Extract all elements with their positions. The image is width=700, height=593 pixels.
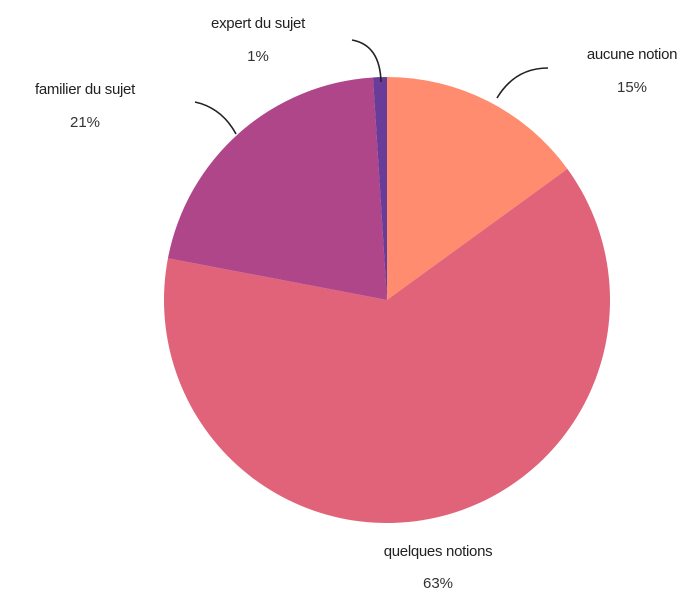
pie-slice-expert-du-sujet (372, 77, 387, 300)
leader-line-aucune-notion (496, 67, 549, 99)
pie-slice-quelques-notions (164, 168, 610, 523)
slice-value-label-0: 15% (617, 79, 647, 96)
slice-value-label-1: 63% (423, 575, 453, 592)
slice-value-label-3: 1% (247, 48, 269, 65)
slice-value-label-2: 21% (70, 114, 100, 131)
slice-label-2: familier du sujet (35, 81, 136, 98)
slice-labels: aucune notion 15% quelques notions 63% f… (35, 15, 677, 592)
slice-label-3: expert du sujet (211, 15, 306, 32)
leader-line-expert-du-sujet (351, 39, 382, 83)
pie-slice-aucune-notion (387, 77, 568, 300)
slice-label-0: aucune notion (587, 46, 677, 63)
slice-label-1: quelques notions (384, 543, 493, 560)
leader-lines (194, 39, 549, 135)
pie-slices (164, 77, 610, 523)
pie-slice-familier-du-sujet (167, 77, 387, 301)
leader-line-familier-du-sujet (194, 101, 237, 135)
